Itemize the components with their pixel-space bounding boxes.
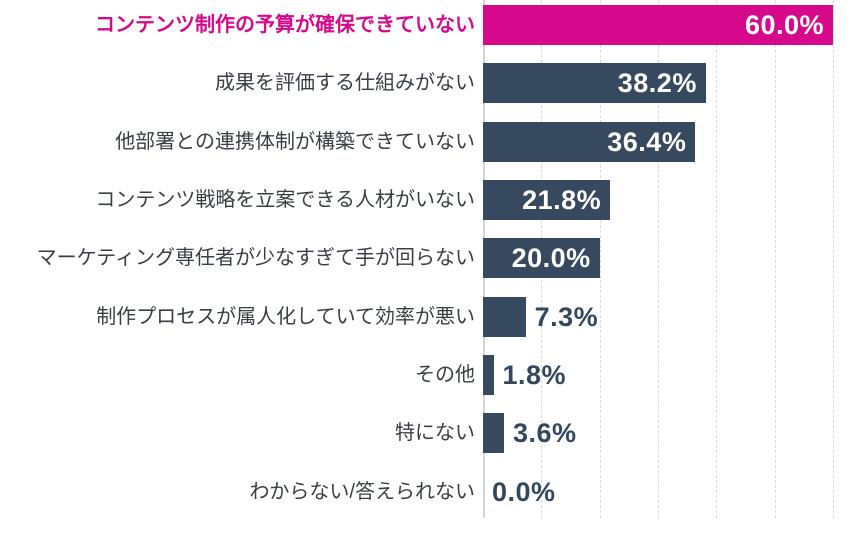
bar: [483, 5, 833, 46]
category-label: コンテンツ制作の予算が確保できていない: [95, 14, 475, 37]
category-label: 制作プロセスが属人化していて効率が悪い: [96, 305, 475, 328]
category-label: 特にない: [395, 422, 475, 445]
chart-row: コンテンツ制作の予算が確保できていない 60.0%: [0, 0, 853, 54]
chart-row: わからない/答えられない 0.0%: [0, 462, 853, 520]
bar: [483, 413, 504, 454]
value-label: 1.8%: [502, 359, 567, 390]
chart-row: 成果を評価する仕組みがない 38.2%: [0, 54, 853, 112]
category-label: その他: [415, 363, 475, 386]
bar-track: 36.4%: [483, 121, 853, 162]
value-label: 3.6%: [513, 418, 577, 449]
bar: [483, 121, 696, 162]
category-label: コンテンツ戦略を立案できる人材がいない: [95, 189, 475, 212]
chart-rows: コンテンツ制作の予算が確保できていない 60.0% 成果を評価する仕組みがない …: [0, 0, 853, 520]
value-label: 38.2%: [617, 68, 697, 99]
bar-track: 3.6%: [483, 413, 853, 454]
bar: [483, 238, 600, 279]
category-label: 成果を評価する仕組みがない: [215, 72, 475, 95]
bar-track: 60.0%: [483, 5, 853, 46]
chart-row: コンテンツ戦略を立案できる人材がいない 21.8%: [0, 171, 853, 229]
value-label: 0.0%: [492, 476, 556, 507]
bar-track: 1.8%: [483, 354, 853, 395]
chart-row: 特にない 3.6%: [0, 404, 853, 462]
category-label: わからない/答えられない: [249, 480, 475, 503]
chart-row: その他 1.8%: [0, 346, 853, 404]
value-label: 36.4%: [607, 126, 687, 157]
chart-row: マーケティング専任者が少なすぎて手が回らない 20.0%: [0, 229, 853, 287]
bar: [483, 63, 706, 104]
bar-track: 38.2%: [483, 63, 853, 104]
bar-track: 7.3%: [483, 296, 853, 337]
bar: [483, 180, 611, 221]
category-label: 他部署との連携体制が構築できていない: [115, 130, 475, 153]
value-label: 21.8%: [522, 185, 602, 216]
value-label: 60.0%: [744, 10, 824, 41]
value-label: 20.0%: [511, 243, 591, 274]
bar-track: 21.8%: [483, 180, 853, 221]
bar-track: 20.0%: [483, 238, 853, 279]
category-label: マーケティング専任者が少なすぎて手が回らない: [36, 247, 475, 270]
value-label: 7.3%: [534, 301, 599, 332]
chart-row: 他部署との連携体制が構築できていない 36.4%: [0, 113, 853, 171]
bar-track: 0.0%: [483, 472, 853, 512]
chart-row: 制作プロセスが属人化していて効率が悪い 7.3%: [0, 287, 853, 345]
bar: [483, 296, 526, 337]
bar: [483, 354, 494, 395]
